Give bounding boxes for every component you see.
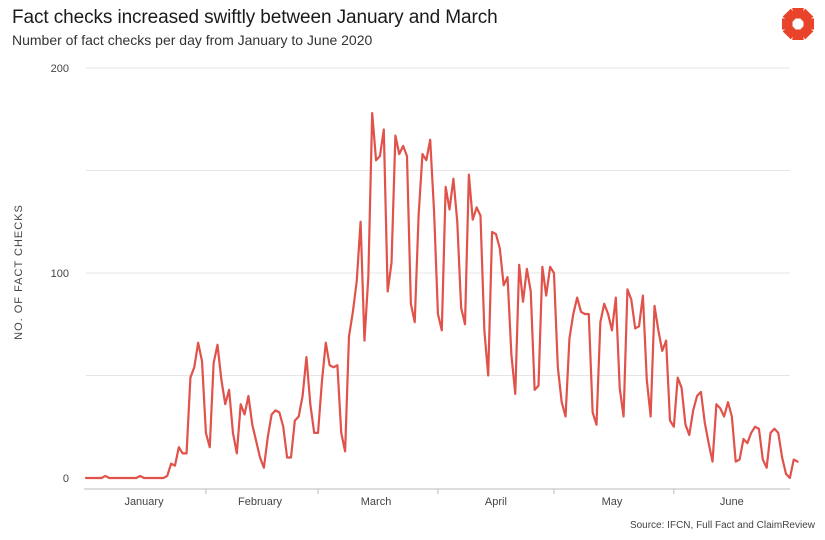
x-tick-label: February <box>238 496 283 508</box>
chart-subtitle: Number of fact checks per day from Janua… <box>12 32 373 48</box>
series-layer <box>84 111 799 480</box>
x-tick-label: June <box>720 496 744 508</box>
y-axis-label: NO. OF FACT CHECKS <box>13 204 25 340</box>
chart-title: Fact checks increased swiftly between Ja… <box>12 7 498 28</box>
series-line <box>84 111 799 480</box>
x-tick-label: April <box>485 496 507 508</box>
x-axis-ticks: January February March April May June <box>124 496 743 508</box>
y-tick-label: 200 <box>51 63 69 75</box>
x-axis <box>84 488 790 494</box>
full-fact-logo-icon <box>782 8 814 40</box>
y-axis-ticks: 0 100 200 <box>51 63 69 485</box>
x-tick-label: January <box>124 496 164 508</box>
source-note: Source: IFCN, Full Fact and ClaimReview <box>629 520 815 531</box>
gridlines <box>86 67 790 376</box>
y-tick-label: 0 <box>63 473 69 485</box>
x-tick-label: May <box>602 496 623 508</box>
x-tick-label: March <box>361 496 392 508</box>
y-tick-label: 100 <box>51 268 69 280</box>
